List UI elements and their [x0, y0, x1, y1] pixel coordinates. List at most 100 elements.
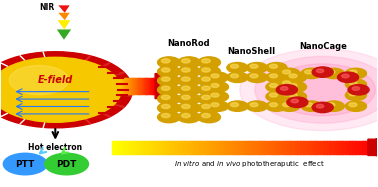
- Bar: [245, 141, 249, 154]
- Circle shape: [211, 74, 219, 78]
- Bar: [111, 78, 113, 94]
- Bar: [320, 141, 324, 154]
- Polygon shape: [57, 30, 71, 40]
- Bar: [142, 78, 143, 94]
- Bar: [131, 78, 133, 94]
- Circle shape: [227, 101, 248, 111]
- Text: E-field: E-field: [38, 75, 73, 85]
- Bar: [118, 141, 122, 154]
- Circle shape: [266, 72, 287, 82]
- Circle shape: [198, 57, 220, 68]
- Circle shape: [345, 90, 366, 100]
- Circle shape: [270, 103, 277, 107]
- Bar: [359, 141, 363, 154]
- Bar: [116, 78, 117, 94]
- Circle shape: [181, 114, 190, 118]
- Circle shape: [285, 91, 307, 102]
- Circle shape: [246, 101, 268, 111]
- Circle shape: [279, 79, 300, 90]
- Circle shape: [201, 104, 210, 109]
- Bar: [133, 78, 135, 94]
- Circle shape: [201, 95, 210, 99]
- Circle shape: [3, 153, 47, 175]
- Bar: [193, 141, 197, 154]
- Circle shape: [161, 68, 170, 72]
- Circle shape: [279, 90, 300, 100]
- Bar: [216, 141, 220, 154]
- Circle shape: [345, 79, 366, 90]
- Circle shape: [327, 103, 335, 107]
- Bar: [110, 78, 112, 94]
- Bar: [239, 141, 242, 154]
- Bar: [212, 141, 217, 154]
- Bar: [115, 78, 116, 94]
- Circle shape: [201, 59, 210, 63]
- Bar: [156, 78, 157, 94]
- Bar: [127, 78, 129, 94]
- Circle shape: [178, 57, 200, 68]
- Circle shape: [266, 82, 287, 92]
- Circle shape: [181, 86, 190, 90]
- Circle shape: [291, 99, 299, 103]
- Circle shape: [250, 74, 258, 78]
- Bar: [297, 141, 301, 154]
- Bar: [155, 78, 156, 94]
- Circle shape: [161, 95, 170, 99]
- Text: NIR: NIR: [39, 3, 54, 12]
- Circle shape: [289, 74, 297, 78]
- Bar: [154, 141, 158, 154]
- Bar: [149, 78, 150, 94]
- Circle shape: [270, 74, 277, 78]
- Circle shape: [316, 104, 324, 108]
- Bar: [290, 141, 294, 154]
- Circle shape: [161, 104, 170, 109]
- Circle shape: [198, 75, 220, 86]
- Circle shape: [282, 92, 291, 96]
- Circle shape: [158, 57, 180, 68]
- Bar: [145, 78, 147, 94]
- Bar: [251, 141, 256, 154]
- Circle shape: [270, 84, 277, 88]
- Bar: [177, 141, 181, 154]
- Bar: [294, 141, 298, 154]
- Bar: [119, 78, 121, 94]
- Bar: [255, 141, 259, 154]
- Bar: [167, 141, 171, 154]
- Circle shape: [45, 153, 88, 175]
- Bar: [206, 141, 210, 154]
- Circle shape: [266, 101, 287, 111]
- FancyArrow shape: [155, 73, 176, 99]
- Bar: [336, 141, 340, 154]
- Bar: [157, 141, 161, 154]
- Circle shape: [282, 103, 291, 107]
- Bar: [121, 78, 122, 94]
- Circle shape: [282, 70, 291, 74]
- Bar: [144, 141, 148, 154]
- Circle shape: [211, 103, 219, 107]
- Bar: [365, 141, 369, 154]
- Circle shape: [208, 91, 228, 102]
- Polygon shape: [58, 5, 70, 13]
- Bar: [164, 141, 168, 154]
- Bar: [122, 78, 123, 94]
- Bar: [144, 78, 146, 94]
- Circle shape: [342, 74, 349, 78]
- Circle shape: [181, 95, 190, 99]
- Circle shape: [198, 84, 220, 95]
- Circle shape: [161, 77, 170, 81]
- Bar: [113, 78, 115, 94]
- Bar: [277, 141, 282, 154]
- Circle shape: [178, 66, 200, 77]
- Circle shape: [211, 93, 219, 97]
- Circle shape: [250, 64, 258, 68]
- Bar: [135, 78, 136, 94]
- Circle shape: [289, 84, 297, 88]
- Bar: [132, 78, 134, 94]
- Circle shape: [161, 86, 170, 90]
- Bar: [153, 78, 155, 94]
- Circle shape: [345, 101, 366, 111]
- Bar: [150, 78, 152, 94]
- Circle shape: [338, 72, 359, 82]
- Bar: [369, 141, 372, 154]
- Circle shape: [158, 84, 180, 95]
